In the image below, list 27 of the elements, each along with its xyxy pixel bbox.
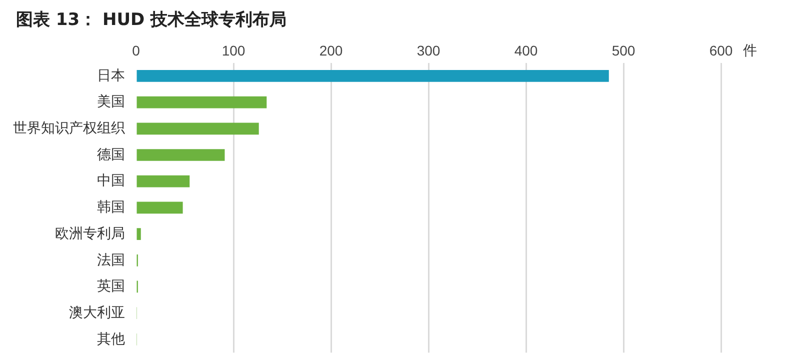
x-axis-title: 件: [743, 43, 757, 60]
x-tick-label: 100: [222, 42, 246, 58]
y-tick-label: 韩国: [97, 198, 125, 215]
x-tick-label: 500: [612, 42, 636, 58]
y-tick-label: 欧洲专利局: [55, 224, 125, 241]
x-tick-label: 300: [416, 42, 440, 58]
y-tick-label: 其他: [97, 330, 125, 346]
y-tick-label: 德国: [97, 146, 125, 162]
bar: [136, 122, 259, 135]
x-tick-label: 600: [709, 42, 733, 58]
bar: [136, 202, 183, 214]
bar: [136, 149, 225, 161]
y-tick-label: 日本: [97, 66, 125, 83]
x-tick-label: 200: [319, 42, 343, 58]
y-tick-label: 世界知识产权组织: [13, 120, 125, 136]
x-tick-label: 0: [132, 42, 140, 58]
chart-title: 图表 13： HUD 技术全球专利布局: [16, 9, 287, 31]
y-tick-label: 法国: [97, 251, 125, 268]
x-tick-label: 400: [514, 42, 538, 58]
y-tick-label: 美国: [97, 93, 125, 110]
y-tick-label: 中国: [97, 172, 125, 188]
bar: [136, 96, 267, 108]
y-tick-label: 英国: [97, 278, 125, 294]
bar: [136, 70, 609, 82]
bar: [136, 228, 141, 240]
bar: [136, 175, 190, 188]
y-tick-label: 澳大利亚: [69, 304, 125, 320]
